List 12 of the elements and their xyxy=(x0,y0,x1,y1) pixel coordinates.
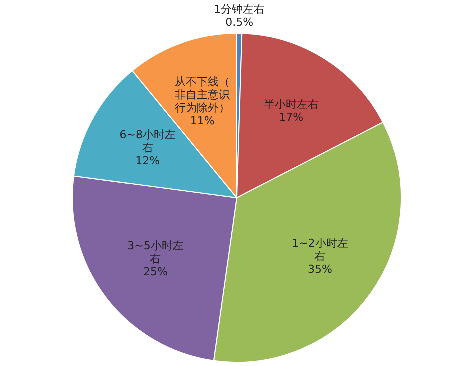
slice-label: 半小时左右 xyxy=(264,98,319,112)
slice-label: 3~5小时左右 xyxy=(128,239,184,266)
data-label: 35% xyxy=(308,262,332,276)
slice-label: 1分钟左右 xyxy=(214,2,266,16)
slice-label: 1~2小时左右 xyxy=(292,236,348,263)
data-label: 12% xyxy=(136,154,160,168)
slice-label: 6~8小时左右 xyxy=(120,128,176,154)
data-label: 25% xyxy=(143,265,168,278)
data-label: 17% xyxy=(279,111,304,124)
data-label: 0.5% xyxy=(226,16,254,29)
data-label: 11% xyxy=(190,114,215,128)
slice-label: 从不下线（非自主意识行为除外） xyxy=(175,75,230,114)
